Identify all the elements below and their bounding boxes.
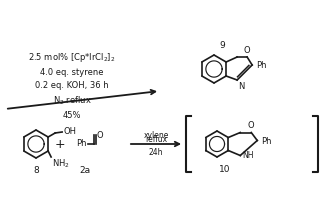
Text: Ph: Ph — [256, 61, 267, 70]
Text: NH: NH — [242, 151, 254, 160]
Text: O: O — [248, 122, 255, 131]
Text: reflux: reflux — [145, 135, 167, 144]
Text: 24h: 24h — [149, 148, 163, 157]
Text: 2.5 mol% [Cp*IrCl$_2$]$_2$
4.0 eq. styrene
0.2 eq. KOH, 36 h
N$_2$ reflux
45%: 2.5 mol% [Cp*IrCl$_2$]$_2$ 4.0 eq. styre… — [28, 51, 116, 120]
Text: NH$_2$: NH$_2$ — [52, 158, 70, 171]
Text: OH: OH — [63, 128, 76, 137]
Text: Ph: Ph — [76, 139, 87, 148]
Text: 8: 8 — [33, 166, 39, 175]
Text: O: O — [244, 46, 251, 55]
Text: xylene: xylene — [143, 131, 169, 140]
Text: +: + — [55, 138, 65, 150]
Text: 10: 10 — [219, 165, 231, 174]
Text: O: O — [97, 131, 104, 139]
Text: N: N — [238, 82, 244, 91]
Text: 9: 9 — [219, 41, 225, 50]
Text: Ph: Ph — [261, 137, 272, 146]
Text: 2a: 2a — [80, 166, 90, 175]
